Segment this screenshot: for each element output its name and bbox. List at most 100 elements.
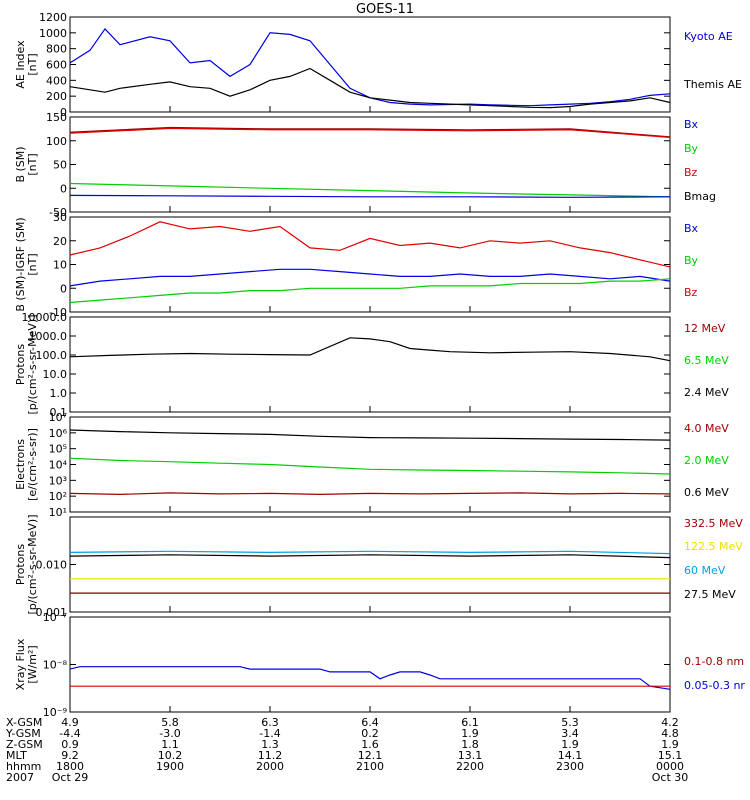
y-tick-label: 100 [46, 135, 67, 148]
x-row-label: hhmm [6, 760, 41, 773]
series-line-0-6-mev [69, 429, 671, 441]
y-tick-label: 1200 [39, 11, 67, 24]
y-tick-label: 600 [46, 59, 67, 72]
x-axis-value: 4.8 [661, 727, 679, 740]
x-axis-value: 12.1 [358, 749, 383, 762]
x-axis-value: 6.4 [361, 716, 379, 729]
x-axis-value: 4.9 [61, 716, 79, 729]
series-line-kyoto-ae [69, 27, 671, 107]
y-tick-label: 100.0 [36, 349, 68, 362]
x-axis-info: X-GSMY-GSMZ-GSMMLThhmm20074.9-4.40.99.21… [5, 716, 688, 784]
x-axis-value: 3.4 [561, 727, 579, 740]
series-line-60-mev [69, 550, 671, 555]
chart-title: GOES-11 [356, 2, 414, 17]
legend-label: 12 MeV [684, 322, 726, 335]
y-axis-label: B (SM)-IGRF (SM) [14, 217, 27, 311]
y-tick-label: 0 [60, 106, 67, 119]
panel-frame [69, 616, 671, 713]
x-axis-value: 9.2 [61, 749, 79, 762]
panel-bsm: -50 0 50 100 150 B (SM) [nT] Bx By Bz Bmag [14, 111, 716, 219]
series-line-bx [69, 268, 671, 287]
panel-protons_low: 0.1 1.0 10.0 100.0 1000.0 10000.0 Protons [p/(c… [14, 311, 729, 419]
legend-label: 2.4 MeV [684, 386, 729, 399]
y-tick-label: 0.010 [36, 559, 68, 572]
y-axis-label: B (SM) [14, 146, 27, 182]
x-axis-value: 14.1 [558, 749, 583, 762]
x-axis-value: 2300 [556, 760, 584, 773]
series-line-by [69, 278, 671, 304]
y-axis-label: [nT] [26, 153, 39, 175]
x-axis-value: 0.2 [361, 727, 379, 740]
panel-electrons: 10¹ 10² 10³ 10⁴ 10⁵ 10⁶ 10⁷ Electrons [e/(cm²-s-… [14, 411, 729, 519]
series-line-themis-ae [69, 67, 671, 109]
x-axis-value: 0000 [656, 760, 684, 773]
y-tick-label: 400 [46, 74, 67, 87]
x-axis-value: 1900 [156, 760, 184, 773]
series-line-2-0-mev [69, 457, 671, 475]
y-tick-label: 10.0 [43, 368, 68, 381]
x-axis-value: Oct 30 [652, 771, 689, 784]
legend-label: 27.5 MeV [684, 588, 736, 601]
y-tick-label: 30 [53, 211, 67, 224]
y-tick-label: 10⁻⁸ [43, 659, 68, 672]
y-tick-label: 10⁶ [49, 427, 68, 440]
legend-label: 122.5 MeV [684, 540, 743, 553]
series-line-bmag [69, 126, 671, 138]
y-tick-label: 10⁻⁷ [43, 611, 67, 624]
y-tick-label: -50 [49, 206, 67, 219]
panel-protons_high: 0.001 0.010 Protons [p/(cm²-s-sr-MeV)] 332.5… [14, 515, 743, 620]
y-axis-label: [W/m²] [26, 645, 39, 683]
x-axis-value: 2200 [456, 760, 484, 773]
legend-label: 0.05-0.3 nr [684, 679, 745, 692]
x-axis-value: 1.3 [261, 738, 279, 751]
y-axis-label: Protons [14, 544, 27, 585]
y-tick-label: 10¹ [49, 506, 67, 519]
y-axis-label: Xray Flux [14, 638, 27, 690]
y-tick-label: 10³ [49, 474, 67, 487]
series-line-by [69, 182, 671, 198]
y-axis-label: Electrons [14, 439, 27, 490]
y-tick-label: 0 [60, 182, 67, 195]
y-tick-label: 1000.0 [29, 330, 68, 343]
series-line-bz [69, 127, 671, 138]
x-axis-value: 1.9 [561, 738, 579, 751]
y-axis-label: [p/(cm²-s-sr-MeV)] [26, 515, 39, 615]
x-axis-value: 5.3 [561, 716, 579, 729]
legend-label: By [684, 254, 699, 267]
x-axis-value: 15.1 [658, 749, 683, 762]
panel-frame [69, 516, 671, 613]
y-tick-label: 50 [53, 159, 67, 172]
y-tick-label: 10⁻⁹ [43, 706, 67, 719]
x-axis-value: 6.3 [261, 716, 279, 729]
x-axis-value: 4.2 [661, 716, 679, 729]
y-axis-label: Protons [14, 344, 27, 385]
x-axis-value: 1.9 [461, 727, 479, 740]
x-axis-value: 1.8 [461, 738, 479, 751]
x-axis-value: 1.1 [161, 738, 179, 751]
x-row-label: MLT [6, 749, 27, 762]
x-axis-value: -4.4 [59, 727, 80, 740]
x-axis-value: 1.9 [661, 738, 679, 751]
series-line-bx [69, 194, 671, 198]
legend-label: Bx [684, 118, 699, 131]
y-tick-label: 10⁵ [49, 443, 67, 456]
x-row-label: X-GSM [6, 716, 42, 729]
x-axis-value: 5.8 [161, 716, 179, 729]
x-row-label: Z-GSM [6, 738, 43, 751]
legend-label: 0.1-0.8 nm [684, 655, 744, 668]
y-tick-label: 10000.0 [22, 311, 68, 324]
y-tick-label: 1000 [39, 27, 67, 40]
y-tick-label: 0.1 [50, 406, 68, 419]
x-axis-value: 0.9 [61, 738, 79, 751]
panel-frame [69, 316, 671, 413]
legend-label: 332.5 MeV [684, 517, 743, 530]
y-tick-label: 800 [46, 43, 67, 56]
x-axis-value: 6.1 [461, 716, 479, 729]
y-tick-label: 10² [49, 490, 67, 503]
legend-label: Bx [684, 222, 699, 235]
x-axis-value: 13.1 [458, 749, 483, 762]
legend-label: Kyoto AE [684, 30, 733, 43]
series-line-2-4-mev [69, 337, 671, 362]
